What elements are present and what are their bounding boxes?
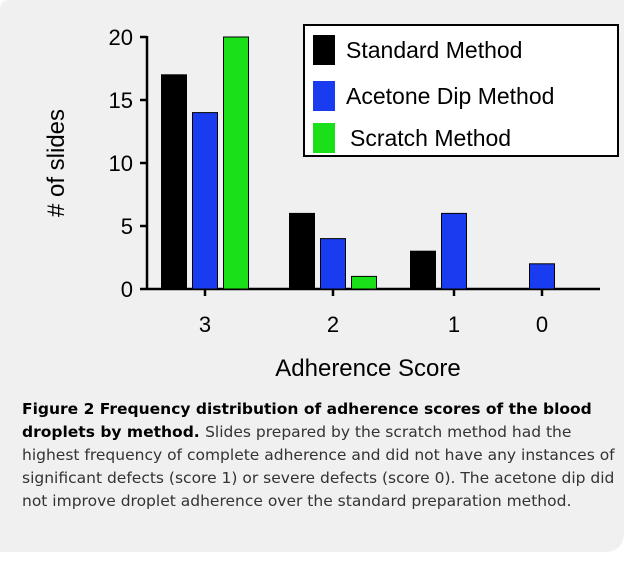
bars	[161, 36, 555, 290]
x-tick-label: 3	[199, 312, 211, 337]
bar-standard-method-score-2	[289, 212, 315, 290]
bar-acetone-dip-method-score-3	[192, 112, 218, 290]
caption-heading: Figure 2 Frequency distribution of adher…	[22, 400, 592, 441]
bar-standard-method-score-3	[161, 74, 187, 290]
figure-caption: Figure 2 Frequency distribution of adher…	[22, 398, 618, 513]
bar-scratch-method-score-3	[223, 36, 249, 290]
legend-label: Scratch Method	[350, 125, 511, 151]
bar-acetone-dip-method-score-2	[320, 238, 346, 290]
y-tick-label: 0	[121, 277, 133, 302]
y-tick-label: 15	[109, 88, 133, 113]
legend-label: Acetone Dip Method	[346, 83, 554, 109]
bar-acetone-dip-method-score-0	[529, 263, 555, 290]
legend-swatch	[313, 123, 335, 153]
y-tick-label: 10	[109, 151, 133, 176]
legend-swatch	[313, 35, 335, 65]
x-tick-label: 1	[448, 312, 460, 337]
x-axis-label: Adherence Score	[275, 355, 460, 382]
y-axis-label: # of slides	[43, 109, 70, 217]
legend-label: Standard Method	[346, 37, 522, 63]
bar-standard-method-score-1	[410, 250, 436, 290]
y-axis-ticks: 0 5 10 15 20	[109, 25, 147, 302]
bar-acetone-dip-method-score-1	[441, 212, 467, 290]
legend: Standard Method Acetone Dip Method Scratch…	[303, 24, 619, 157]
legend-box	[303, 24, 619, 157]
x-tick-label: 2	[327, 312, 339, 337]
x-tick-label: 0	[536, 312, 548, 337]
y-tick-label: 5	[121, 214, 133, 239]
bar-scratch-method-score-2	[351, 275, 377, 290]
legend-swatch	[313, 81, 335, 111]
x-axis-ticks: 3 2 1 0	[199, 289, 548, 337]
caption-body: Slides prepared by the scratch method ha…	[22, 423, 615, 510]
y-tick-label: 20	[109, 25, 133, 50]
